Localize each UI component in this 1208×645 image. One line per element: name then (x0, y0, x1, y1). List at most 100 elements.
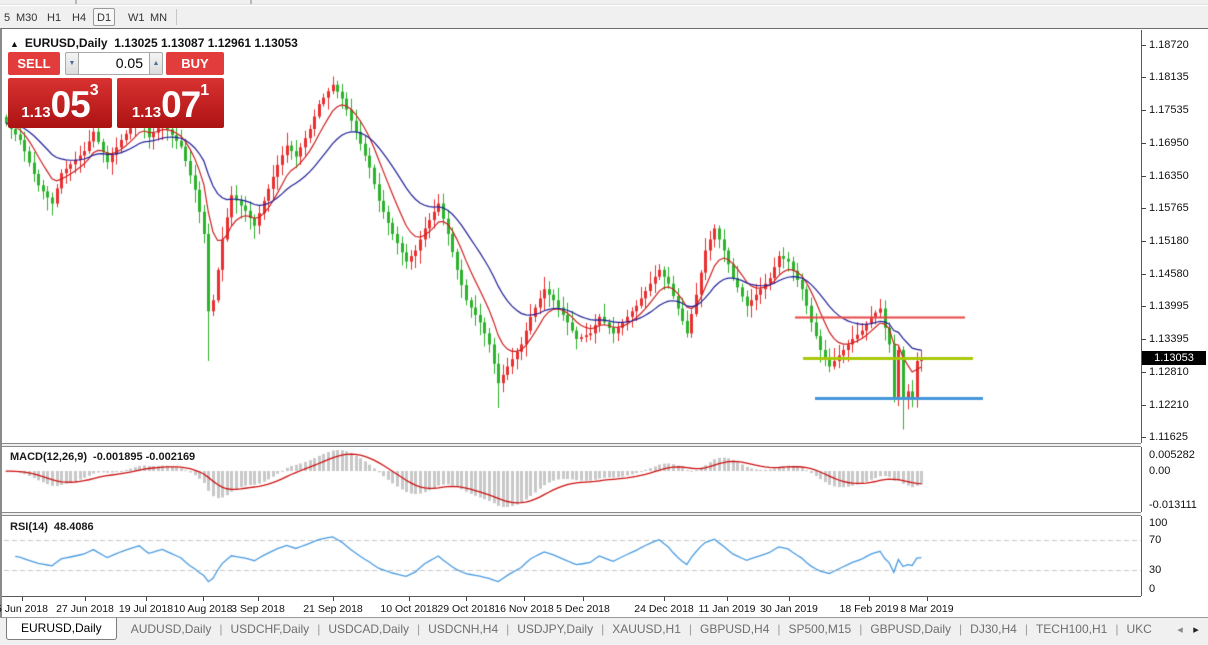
volume-input[interactable]: 0.05 (79, 52, 149, 75)
tab-usdcnh-h4[interactable]: USDCNH,H4 (428, 622, 499, 636)
bid-quote-button[interactable]: 1.13053 (8, 78, 112, 128)
tab-separator: | (601, 622, 605, 636)
date-tick (927, 597, 928, 601)
caret-down-icon: ▼ (68, 60, 76, 67)
price-tick-label: 1.12810 (1149, 365, 1189, 378)
sell-button[interactable]: SELL (8, 52, 60, 75)
chart-tabs: EURUSD,Daily AUDUSD,Daily | USDCHF,Daily | US… (6, 618, 1162, 640)
tab-scroll-right-icon[interactable]: ▸ (1193, 624, 1199, 636)
rsi-axis-100: 100 (1149, 517, 1168, 529)
price-tick-label: 1.18135 (1149, 71, 1189, 84)
tab-gbpusd-daily[interactable]: GBPUSD,Daily (870, 622, 952, 636)
bid-price-big-digits: 05 (50, 84, 91, 125)
price-tick (1141, 371, 1146, 373)
chart-collapse-icon[interactable]: ▲ (10, 39, 19, 49)
rsi-indicator-label: RSI(14) 48.4086 (10, 521, 100, 533)
rsi-axis-0: 0 (1149, 583, 1156, 595)
chart-tab-bar: EURUSD,Daily AUDUSD,Daily | USDCHF,Daily | US… (0, 617, 1208, 645)
tab-eurusd-daily[interactable]: EURUSD,Daily (6, 618, 117, 640)
rsi-name: RSI(14) (10, 521, 48, 533)
toolbar-separator-tick (75, 0, 77, 4)
tab-usdcad-daily[interactable]: USDCAD,Daily (328, 622, 409, 636)
volume-decrease-button[interactable]: ▼ (65, 52, 79, 75)
macd-panel-canvas[interactable] (4, 447, 1142, 512)
ask-price-prefix: 1.13 (131, 104, 162, 121)
tab-gbpusd-h4[interactable]: GBPUSD,H4 (700, 622, 770, 636)
tab-ukc[interactable]: UKC (1126, 622, 1152, 636)
rsi-value: 48.4086 (53, 521, 94, 533)
date-tick (409, 597, 410, 601)
timeframe-button-5[interactable]: 5 (4, 12, 11, 24)
price-tick-label: 1.13995 (1149, 300, 1189, 313)
tab-usdchf-daily[interactable]: USDCHF,Daily (230, 622, 310, 636)
date-tick-label: 10 Aug 2018 (173, 603, 233, 615)
date-tick (583, 597, 584, 601)
ask-quote-button[interactable]: 1.13071 (117, 78, 224, 128)
price-tick (1141, 77, 1146, 79)
tab-tech100-h1[interactable]: TECH100,H1 (1035, 622, 1108, 636)
date-tick (22, 597, 23, 601)
panel-separator[interactable] (2, 443, 1141, 447)
timeframe-button-w1[interactable]: W1 (128, 12, 145, 24)
tab-separator: | (219, 622, 223, 636)
price-tick (1141, 240, 1146, 242)
timeframe-button-mn[interactable]: MN (150, 12, 168, 24)
date-tick (789, 597, 790, 601)
date-tick-label: 21 Sep 2018 (303, 603, 363, 615)
buy-button[interactable]: BUY (166, 52, 224, 75)
date-tick (85, 597, 86, 601)
bid-price: 1.13053 (8, 82, 112, 125)
price-tick (1141, 142, 1146, 144)
date-tick-label: 19 Jul 2018 (118, 603, 174, 615)
price-tick (1141, 273, 1146, 275)
date-tick-label: 18 Feb 2019 (839, 603, 899, 615)
one-click-trade-panel: SELL ▼ 0.05 ▲ BUY 1.13053 1.13071 (8, 52, 224, 128)
macd-axis-max: 0.005282 (1149, 449, 1195, 461)
price-tick-label: 1.12210 (1149, 398, 1189, 411)
date-tick-label: 11 Jan 2019 (698, 603, 756, 615)
timeframe-button-m30[interactable]: M30 (16, 12, 38, 24)
date-tick (203, 597, 204, 601)
chart-title-bar: ▲ EURUSD,Daily 1.13025 1.13087 1.12961 1.… (10, 36, 298, 50)
timeframe-toolbar: 5 M30 H1 H4 D1 W1 MN (0, 6, 1208, 28)
tab-scroll-left-icon[interactable]: ◂ (1177, 624, 1183, 636)
price-tick-label: 1.16950 (1149, 136, 1189, 149)
price-tick (1141, 110, 1146, 112)
tab-xauusd-h1[interactable]: XAUUSD,H1 (612, 622, 681, 636)
tab-separator: | (1024, 622, 1028, 636)
tab-separator: | (859, 622, 863, 636)
chart-ohlc-values: 1.13025 1.13087 1.12961 1.13053 (114, 36, 298, 50)
price-tick (1141, 45, 1146, 46)
toolbar-separator-tick (250, 0, 252, 4)
date-axis[interactable]: 5 Jun 2018 27 Jun 2018 19 Jul 2018 10 Aug 2… (0, 596, 1141, 617)
upper-toolbar-edge (0, 0, 1208, 5)
timeframe-button-d1[interactable]: D1 (93, 8, 116, 26)
date-tick-label: 10 Oct 2018 (380, 603, 438, 615)
tab-sp500-m15[interactable]: SP500,M15 (788, 622, 852, 636)
panel-separator[interactable] (2, 512, 1141, 516)
date-tick-label: 3 Sep 2018 (231, 603, 285, 615)
tab-separator: | (417, 622, 421, 636)
tab-dj30-h4[interactable]: DJ30,H4 (970, 622, 1017, 636)
date-tick-label: 30 Jan 2019 (760, 603, 818, 615)
price-tick-label: 1.17535 (1149, 104, 1189, 117)
timeframe-button-h4[interactable]: H4 (72, 12, 87, 24)
tab-separator: | (688, 622, 693, 636)
price-axis[interactable]: 1.18720 1.18135 1.17535 1.16950 1.16350 1.157… (1141, 30, 1208, 596)
toolbar-divider (176, 9, 177, 25)
date-tick (258, 597, 259, 601)
timeframe-button-h1[interactable]: H1 (47, 12, 62, 24)
volume-increase-button[interactable]: ▲ (149, 52, 163, 75)
macd-axis-zero: 0.00 (1149, 465, 1171, 478)
price-tick-label: 1.14580 (1149, 267, 1189, 280)
macd-values: -0.001895 -0.002169 (93, 451, 196, 463)
macd-axis-min: -0.013111 (1149, 499, 1197, 511)
bid-price-pipette: 3 (89, 82, 99, 99)
chart-symbol-label: EURUSD,Daily (24, 36, 108, 50)
price-tick-label: 1.11625 (1149, 430, 1188, 443)
rsi-panel-canvas[interactable] (4, 516, 1142, 596)
tab-audusd-daily[interactable]: AUDUSD,Daily (130, 622, 212, 636)
macd-indicator-label: MACD(12,26,9) -0.001895 -0.002169 (10, 451, 201, 463)
tab-usdjpy-daily[interactable]: USDJPY,Daily (517, 622, 594, 636)
